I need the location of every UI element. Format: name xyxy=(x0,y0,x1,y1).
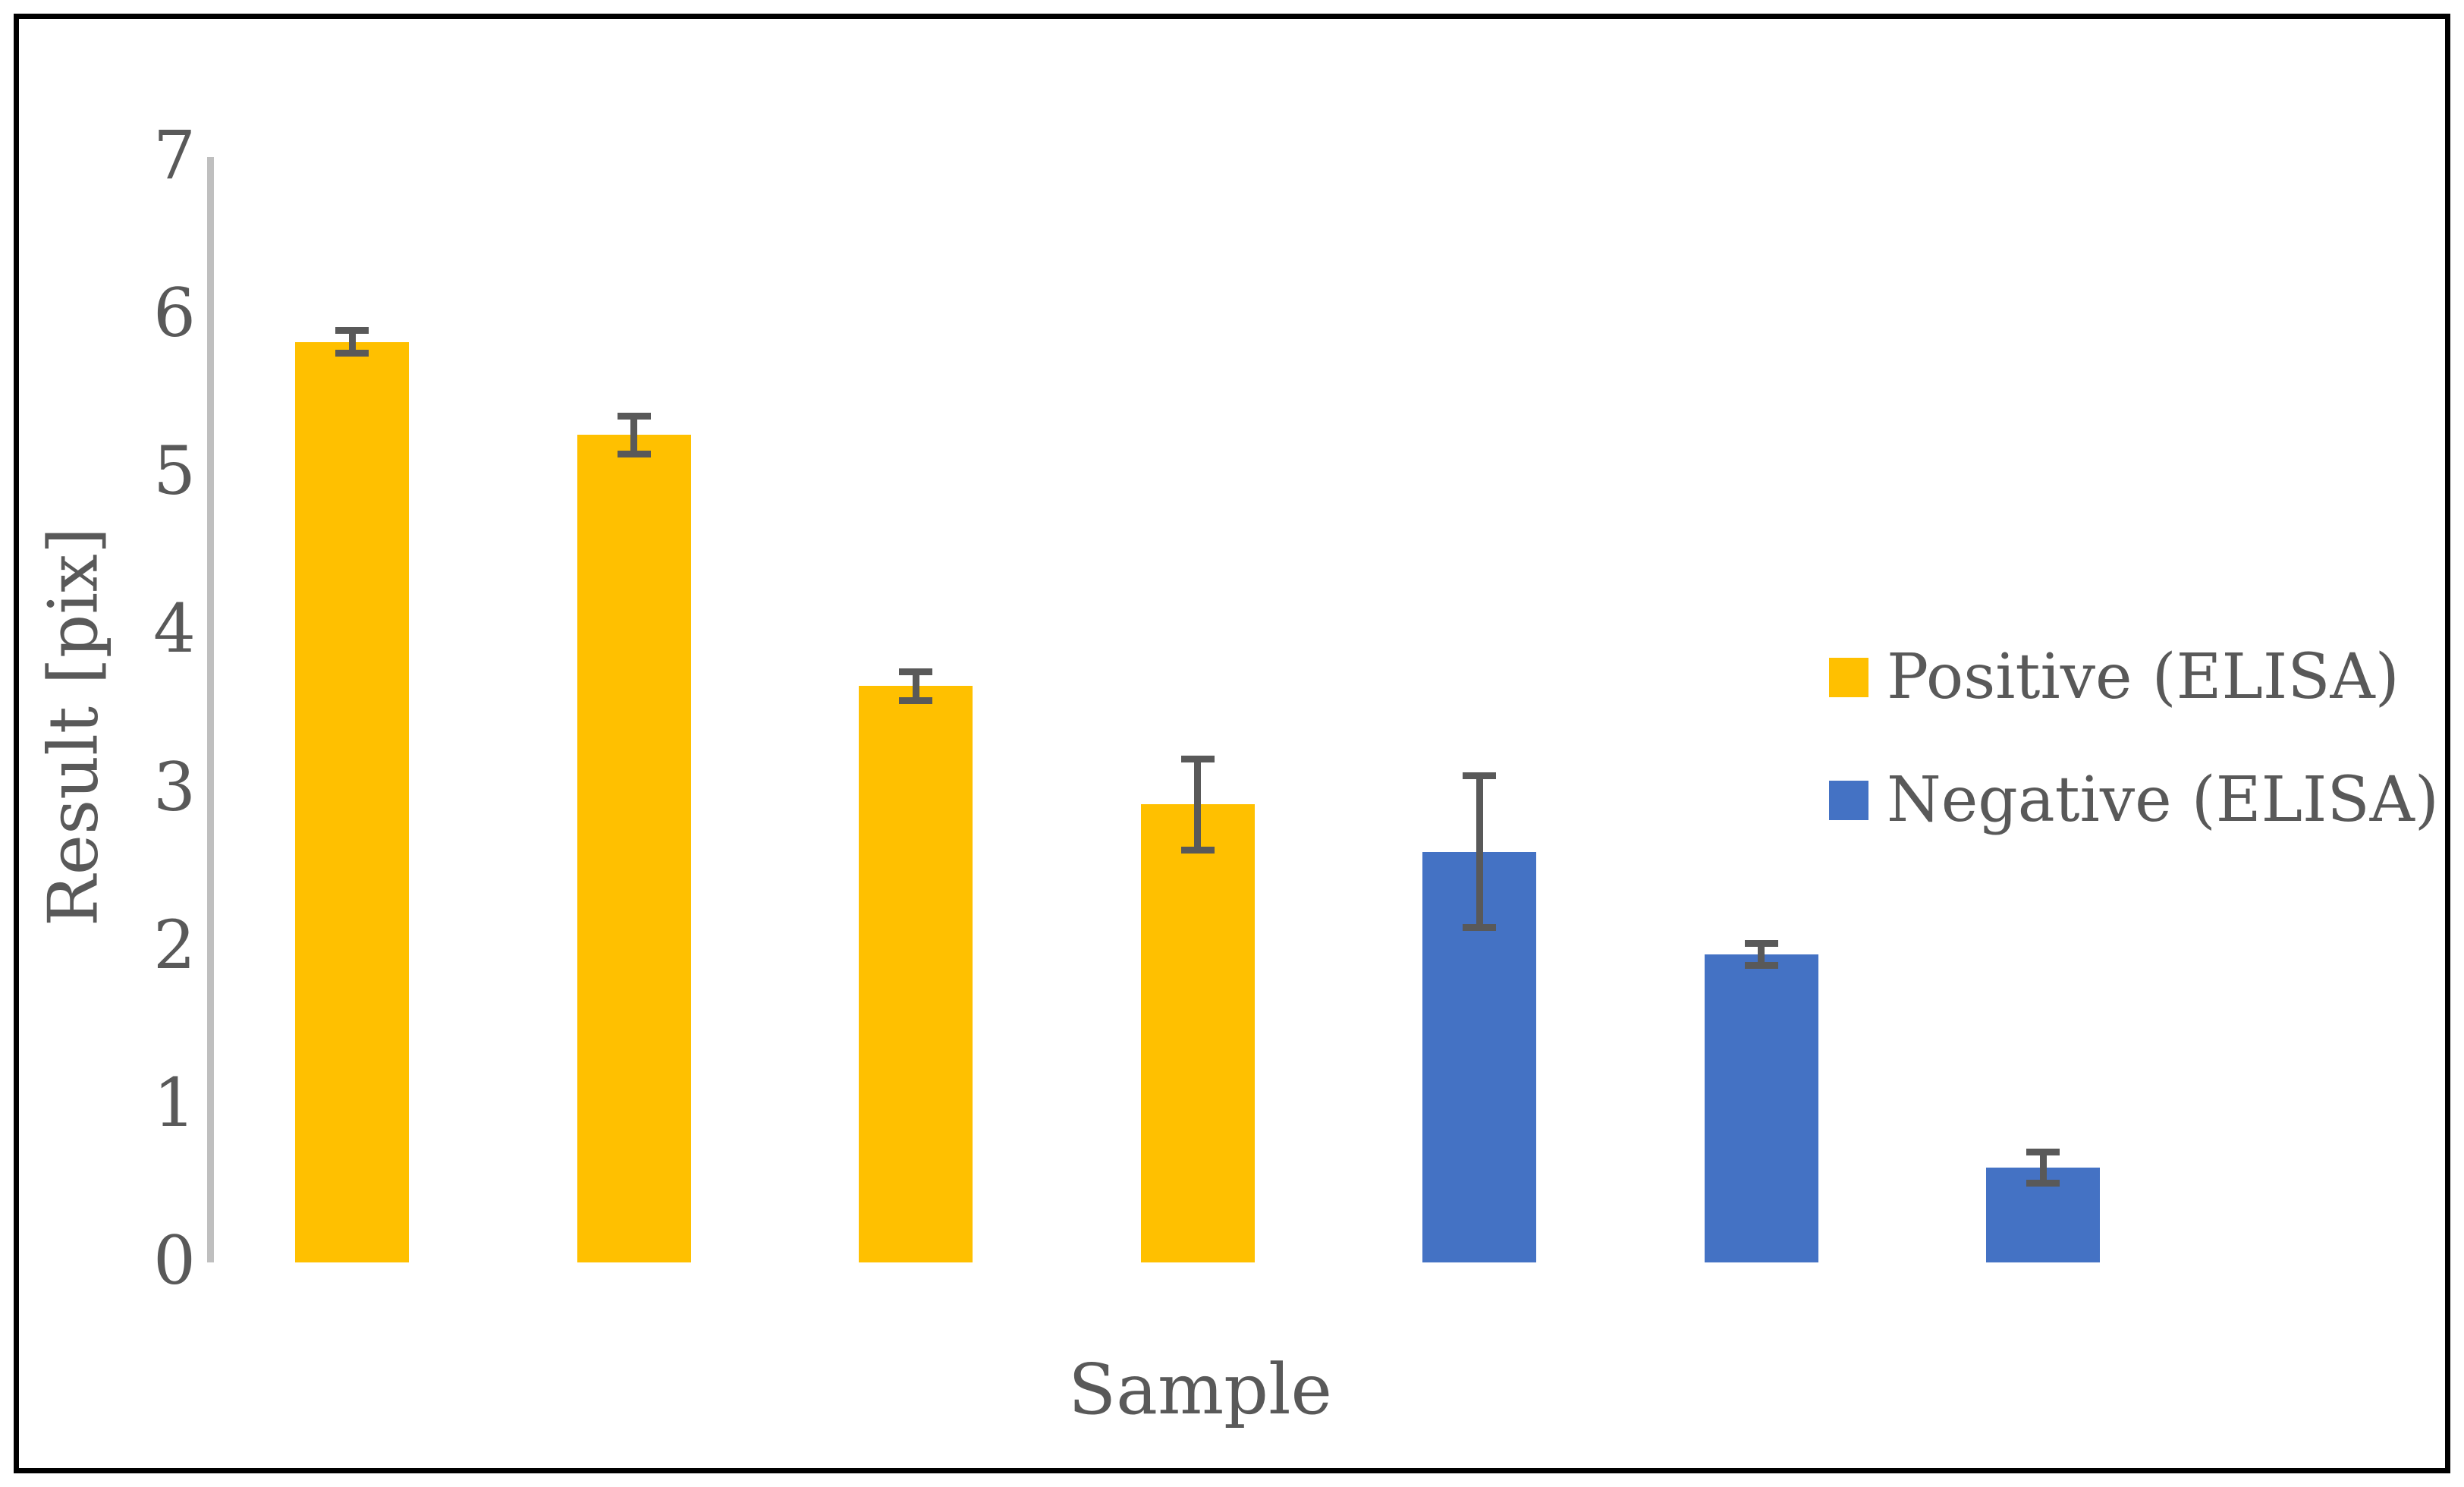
error-bar-cap xyxy=(2026,1180,2060,1187)
error-bar-line xyxy=(1758,943,1765,966)
legend-swatch xyxy=(1829,658,1868,697)
bar-sample-3 xyxy=(859,686,973,1262)
legend-swatch xyxy=(1829,781,1868,820)
error-bar-cap xyxy=(1180,755,1215,762)
y-axis-title: Result [pix] xyxy=(33,527,114,927)
error-bar-line xyxy=(348,330,356,354)
legend-item: Positive (ELISA) xyxy=(1829,646,2400,709)
error-bar-cap xyxy=(899,696,932,704)
legend-item: Negative (ELISA) xyxy=(1829,769,2439,832)
y-axis-line xyxy=(207,157,214,1262)
y-tick-label: 3 xyxy=(153,747,196,826)
error-bar-line xyxy=(1194,759,1201,850)
error-bar-line xyxy=(1476,775,1483,928)
error-bar-line xyxy=(912,671,919,700)
bar-sample-2 xyxy=(577,435,691,1262)
bar-sample-1 xyxy=(295,341,409,1262)
figure-border xyxy=(14,14,2450,1473)
error-bar-cap xyxy=(1180,847,1215,854)
error-bar-cap xyxy=(1744,962,1778,970)
y-tick-label: 5 xyxy=(153,432,196,511)
y-tick-label: 2 xyxy=(153,905,196,984)
x-axis-title: Sample xyxy=(1068,1349,1332,1430)
bar-sample-4 xyxy=(1140,804,1255,1262)
error-bar-line xyxy=(2039,1152,2047,1184)
y-tick-label: 1 xyxy=(153,1064,196,1143)
error-bar-cap xyxy=(617,450,651,457)
error-bar-cap xyxy=(1744,940,1778,948)
legend-label: Positive (ELISA) xyxy=(1887,641,2400,713)
error-bar-cap xyxy=(335,327,369,335)
error-bar-cap xyxy=(617,412,651,420)
legend-label: Negative (ELISA) xyxy=(1887,764,2439,836)
bar-sample-6 xyxy=(1704,954,1818,1262)
y-tick-label: 7 xyxy=(153,116,196,195)
error-bar-cap xyxy=(1463,924,1496,932)
y-tick-label: 4 xyxy=(153,589,196,668)
error-bar-line xyxy=(630,416,637,454)
y-tick-label: 0 xyxy=(153,1221,196,1300)
y-tick-label: 6 xyxy=(153,274,196,353)
error-bar-cap xyxy=(1463,772,1496,780)
error-bar-cap xyxy=(2026,1148,2060,1155)
error-bar-cap xyxy=(899,668,932,676)
error-bar-cap xyxy=(335,349,369,357)
